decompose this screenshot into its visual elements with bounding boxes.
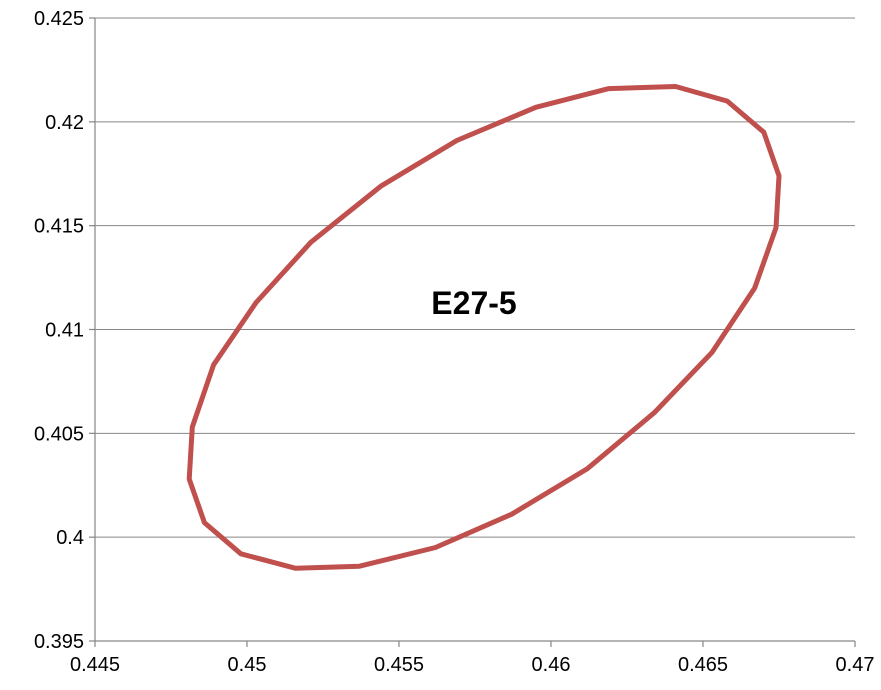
chart-annotation: E27-5: [431, 285, 516, 321]
x-tick-label-5: 0.47: [836, 654, 875, 676]
x-tick-label-2: 0.455: [374, 654, 424, 676]
y-tick-label-3: 0.41: [45, 320, 84, 342]
horizontal-gridlines: [95, 17, 855, 538]
y-tick-label-2: 0.405: [34, 423, 84, 445]
y-axis-tick-labels: 0.395 0.4 0.405 0.41 0.415 0.42 0.425: [34, 8, 84, 653]
y-tick-label-6: 0.425: [34, 8, 84, 30]
x-axis-tick-labels: 0.445 0.45 0.455 0.46 0.465 0.47: [70, 654, 875, 676]
y-tick-label-1: 0.4: [56, 527, 84, 549]
y-tick-label-5: 0.42: [45, 112, 84, 134]
axes: [89, 17, 856, 647]
y-tick-label-0: 0.395: [34, 631, 84, 653]
x-tick-label-4: 0.465: [678, 654, 728, 676]
y-tick-label-4: 0.415: [34, 216, 84, 238]
series-layer: [186, 84, 782, 571]
x-tick-label-1: 0.45: [228, 654, 267, 676]
x-tick-label-0: 0.445: [70, 654, 120, 676]
series-line-0: [186, 84, 782, 571]
x-tick-label-3: 0.46: [532, 654, 571, 676]
